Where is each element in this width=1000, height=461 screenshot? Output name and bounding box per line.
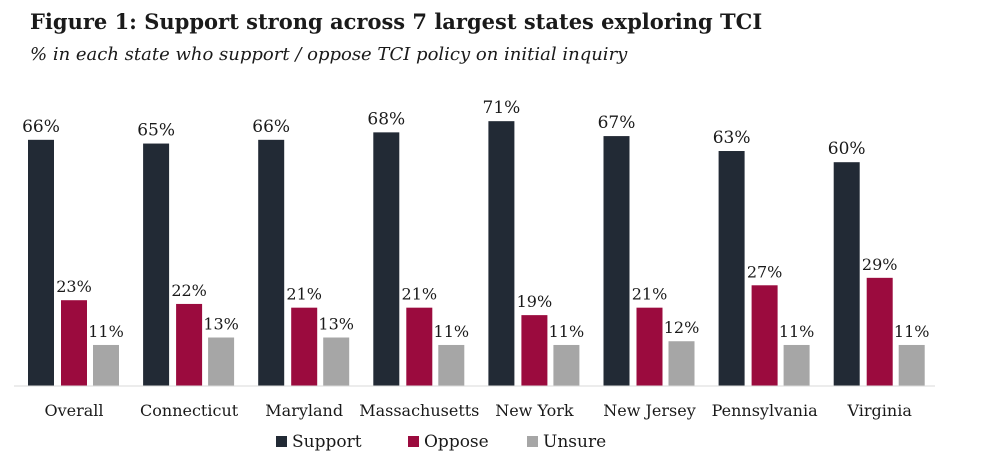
data-label-unsure-maryland: 13% — [318, 315, 354, 334]
legend-item-unsure: Unsure — [527, 432, 606, 452]
bar-unsure-maryland — [323, 337, 350, 386]
data-label-oppose-virginia: 29% — [862, 255, 898, 274]
bar-oppose-new-jersey — [636, 307, 663, 386]
category-label-virginia: Virginia — [847, 401, 913, 420]
bar-unsure-connecticut — [208, 337, 235, 386]
data-label-oppose-massachusetts: 21% — [402, 285, 438, 304]
bar-support-overall — [28, 139, 54, 386]
legend-label-unsure: Unsure — [543, 432, 606, 452]
category-label-connecticut: Connecticut — [140, 401, 239, 420]
labels-layer: 66% 23% 11% Overall 65% 22% 13% Connecticut 66% 2… — [22, 98, 929, 420]
bars-layer — [28, 121, 925, 387]
bar-unsure-overall — [93, 344, 119, 386]
legend-label-oppose: Oppose — [424, 432, 489, 452]
bar-support-new-jersey — [603, 136, 630, 386]
bar-support-pennsylvania — [718, 151, 745, 386]
bar-unsure-virginia — [898, 344, 925, 386]
bar-oppose-pennsylvania — [751, 285, 778, 386]
data-label-support-massachusetts: 68% — [367, 109, 405, 129]
bar-support-massachusetts — [373, 132, 400, 386]
data-label-unsure-virginia: 11% — [894, 322, 930, 341]
data-label-oppose-maryland: 21% — [286, 285, 322, 304]
data-label-unsure-overall: 11% — [88, 322, 124, 341]
category-label-maryland: Maryland — [265, 401, 343, 420]
bar-unsure-new-york — [553, 344, 580, 386]
category-label-massachusetts: Massachusetts — [359, 401, 479, 420]
data-label-support-overall: 66% — [22, 117, 60, 137]
data-label-unsure-massachusetts: 11% — [434, 322, 470, 341]
bar-support-new-york — [488, 121, 515, 387]
bar-support-connecticut — [143, 143, 170, 386]
chart-title: Figure 1: Support strong across 7 larges… — [30, 9, 763, 34]
chart-subtitle: % in each state who support / oppose TCI… — [30, 44, 628, 65]
bar-oppose-virginia — [866, 277, 893, 386]
bar-oppose-connecticut — [176, 303, 203, 386]
data-label-oppose-pennsylvania: 27% — [747, 262, 783, 281]
bar-unsure-massachusetts — [438, 344, 465, 386]
legend-swatch-support — [276, 436, 287, 447]
category-label-overall: Overall — [44, 401, 103, 420]
data-label-unsure-new-york: 11% — [549, 322, 585, 341]
legend-label-support: Support — [292, 432, 362, 452]
data-label-unsure-new-jersey: 12% — [664, 318, 700, 337]
bar-oppose-overall — [61, 300, 87, 386]
data-label-support-maryland: 66% — [252, 117, 290, 137]
data-label-support-virginia: 60% — [828, 139, 866, 159]
legend-item-oppose: Oppose — [408, 432, 489, 452]
bar-oppose-massachusetts — [406, 307, 433, 386]
legend-swatch-oppose — [408, 436, 419, 447]
data-label-support-new-jersey: 67% — [598, 113, 636, 133]
category-label-new-jersey: New Jersey — [603, 401, 696, 420]
bar-unsure-new-jersey — [668, 341, 695, 386]
data-label-unsure-pennsylvania: 11% — [779, 322, 815, 341]
data-label-oppose-new-york: 19% — [517, 292, 553, 311]
bar-oppose-maryland — [291, 307, 318, 386]
data-label-unsure-connecticut: 13% — [203, 315, 239, 334]
category-label-new-york: New York — [495, 401, 574, 420]
data-label-support-connecticut: 65% — [137, 121, 175, 141]
data-label-oppose-new-jersey: 21% — [632, 285, 668, 304]
legend-item-support: Support — [276, 432, 362, 452]
bar-unsure-pennsylvania — [783, 344, 810, 386]
bar-support-maryland — [258, 139, 285, 386]
category-label-pennsylvania: Pennsylvania — [712, 401, 818, 420]
bar-oppose-new-york — [521, 315, 548, 386]
legend-swatch-unsure — [527, 436, 538, 447]
data-label-support-pennsylvania: 63% — [713, 128, 751, 148]
data-label-oppose-overall: 23% — [56, 277, 92, 296]
data-label-support-new-york: 71% — [483, 98, 521, 118]
bar-support-virginia — [833, 162, 860, 386]
legend: Support Oppose Unsure — [276, 432, 606, 452]
data-label-oppose-connecticut: 22% — [171, 281, 207, 300]
